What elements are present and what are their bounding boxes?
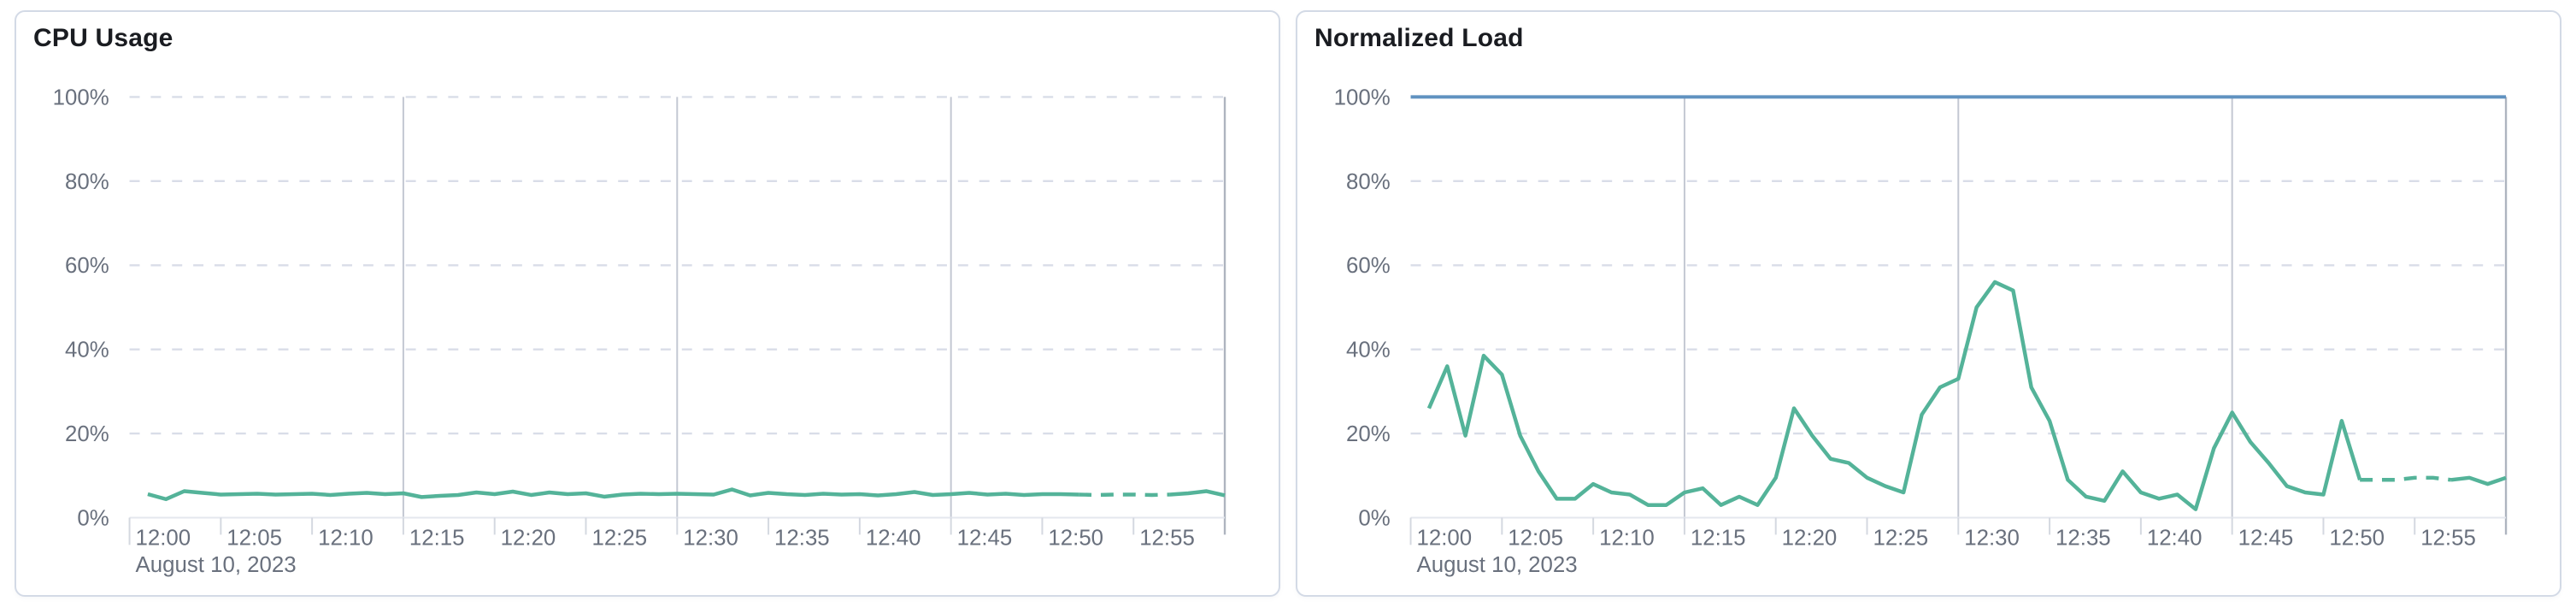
axis-tick-label: 12:50 xyxy=(1048,526,1103,550)
axis-tick-label: 60% xyxy=(65,254,109,278)
axis-tick-label: 0% xyxy=(77,506,109,530)
panel-title-cpu-usage: CPU Usage xyxy=(33,24,173,52)
axis-tick-label: 100% xyxy=(53,85,109,109)
axis-tick-label: 12:30 xyxy=(1964,526,2020,550)
axis-tick-label: 100% xyxy=(1334,85,1391,109)
axis-tick-label: 80% xyxy=(1346,170,1391,194)
normalized-load-series xyxy=(1426,280,2507,511)
cpu-usage-series xyxy=(147,487,1226,502)
axis-tick-label: 12:55 xyxy=(1139,526,1195,550)
axis-tick-label: 12:35 xyxy=(2056,526,2111,550)
axis-tick-label: 12:25 xyxy=(1873,526,1928,550)
panel-title-normalized-load: Normalized Load xyxy=(1314,24,1524,52)
axis-tick-label: 60% xyxy=(1346,254,1391,278)
axis-tick-label: 12:30 xyxy=(683,526,738,550)
axis-tick-label: 12:25 xyxy=(591,526,647,550)
x-axis-date-label: August 10, 2023 xyxy=(1417,553,1578,577)
axis-tick-label: 40% xyxy=(65,339,109,362)
axis-tick-label: 12:00 xyxy=(136,526,191,550)
axis-tick-label: 12:15 xyxy=(1691,526,1746,550)
axis-tick-label: 40% xyxy=(1346,339,1391,362)
axis-tick-label: 12:55 xyxy=(2420,526,2476,550)
x-axis: 12:00 12:05 12:10 12:15 12:20 12:25 12:30 12:35… xyxy=(1409,516,2507,577)
y-axis: 0% 20% 40% 60% 80% 100% xyxy=(53,85,109,530)
gridlines xyxy=(129,96,1226,535)
axis-tick-label: 80% xyxy=(65,170,109,194)
axis-tick-label: 20% xyxy=(1346,422,1391,446)
normalized-load-line-solid xyxy=(1426,280,2362,511)
axis-tick-label: 12:00 xyxy=(1417,526,1473,550)
cpu-usage-panel: 12:00 12:05 12:10 12:15 12:20 12:25 12:30 12:35… xyxy=(15,10,1280,597)
normalized-load-panel: 12:00 12:05 12:10 12:15 12:20 12:25 12:30 12:35… xyxy=(1296,10,2561,597)
cpu-usage-line-solid xyxy=(147,487,1079,502)
axis-tick-label: 12:10 xyxy=(318,526,373,550)
axis-tick-label: 0% xyxy=(1358,506,1390,530)
axis-tick-label: 12:40 xyxy=(866,526,921,550)
normalized-load-line-dashed xyxy=(2360,475,2452,482)
x-axis: 12:00 12:05 12:10 12:15 12:20 12:25 12:30 12:35… xyxy=(128,516,1226,577)
gridlines xyxy=(1410,96,2508,535)
axis-tick-label: 12:40 xyxy=(2147,526,2203,550)
axis-tick-label: 12:05 xyxy=(226,526,282,550)
axis-tick-label: 12:35 xyxy=(774,526,830,550)
axis-tick-label: 12:45 xyxy=(2238,526,2294,550)
normalized-load-line-tail xyxy=(2450,475,2507,486)
axis-tick-label: 20% xyxy=(65,422,109,446)
normalized-load-chart[interactable]: 12:00 12:05 12:10 12:15 12:20 12:25 12:30 12:35… xyxy=(1297,12,2560,595)
axis-tick-label: 12:20 xyxy=(1782,526,1838,550)
cpu-usage-line-tail xyxy=(1169,489,1226,498)
axis-tick-label: 12:10 xyxy=(1599,526,1655,550)
axis-tick-label: 12:50 xyxy=(2329,526,2385,550)
cpu-usage-chart[interactable]: 12:00 12:05 12:10 12:15 12:20 12:25 12:30 12:35… xyxy=(16,12,1279,595)
x-axis-date-label: August 10, 2023 xyxy=(136,553,297,577)
axis-tick-label: 12:05 xyxy=(1508,526,1563,550)
y-axis: 0% 20% 40% 60% 80% 100% xyxy=(1334,85,1391,530)
axis-tick-label: 12:15 xyxy=(409,526,465,550)
axis-tick-label: 12:45 xyxy=(957,526,1013,550)
axis-tick-label: 12:20 xyxy=(501,526,556,550)
